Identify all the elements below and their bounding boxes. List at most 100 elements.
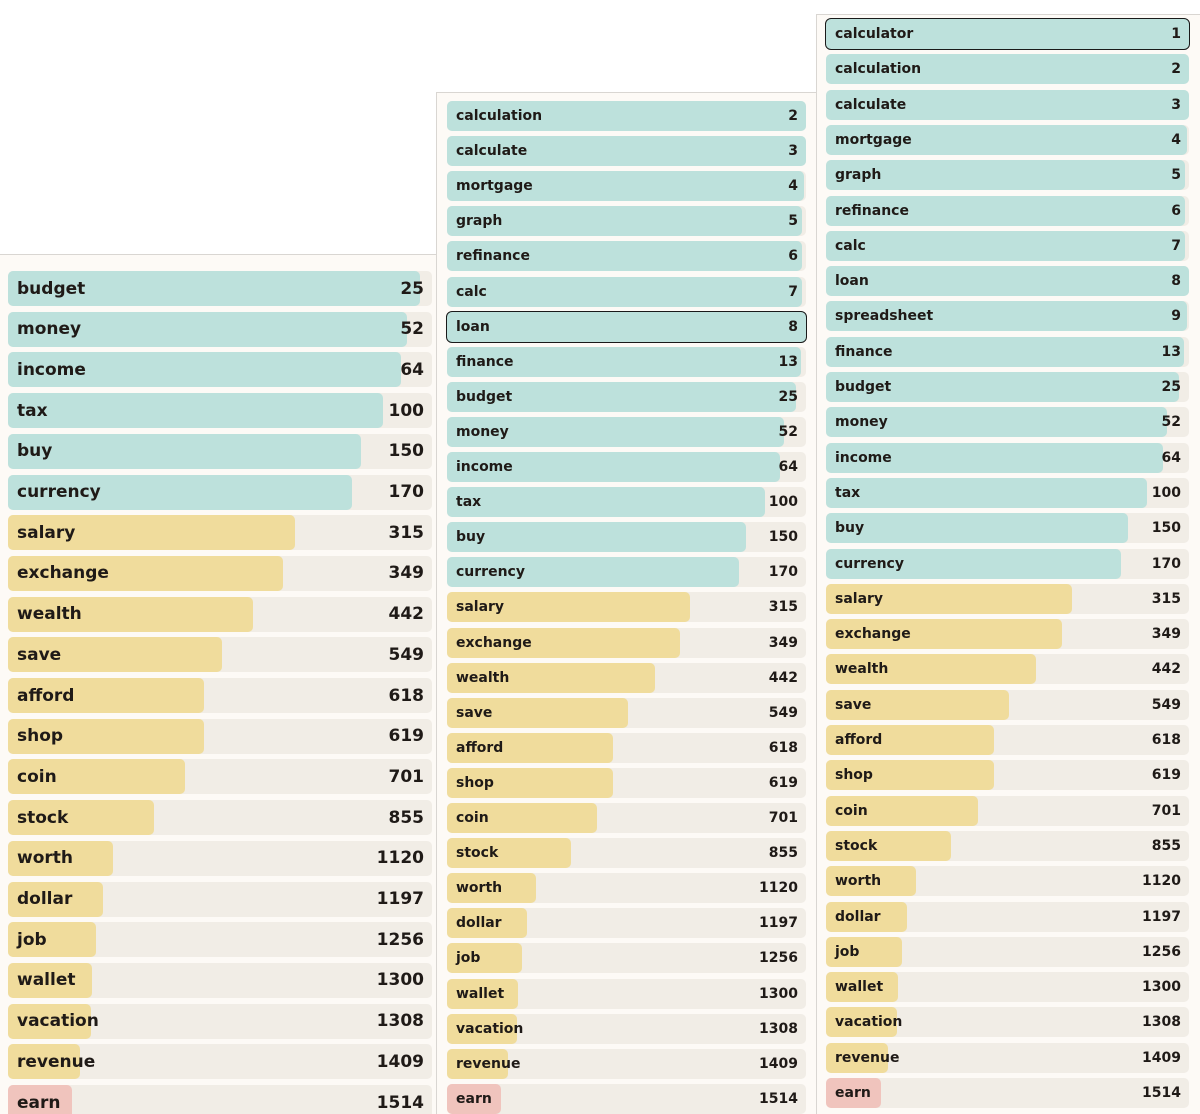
guess-row-budget[interactable]: budget 25 [826, 372, 1189, 402]
guess-row-revenue[interactable]: revenue 1409 [8, 1044, 432, 1080]
guess-row-wallet[interactable]: wallet 1300 [826, 972, 1189, 1003]
guess-row-coin[interactable]: coin 701 [8, 759, 432, 795]
guess-row-save[interactable]: save 549 [8, 637, 432, 673]
guess-row-job[interactable]: job 1256 [447, 943, 806, 974]
guess-rank: 619 [768, 774, 798, 791]
closeness-bar [8, 311, 407, 347]
guess-row-tax[interactable]: tax 100 [8, 393, 432, 429]
guess-row-salary[interactable]: salary 315 [8, 515, 432, 551]
guess-row-refinance[interactable]: refinance 6 [447, 241, 806, 272]
guess-row-save[interactable]: save 549 [826, 689, 1189, 720]
guess-row-worth[interactable]: worth 1120 [8, 840, 432, 876]
guess-row-finance[interactable]: finance 13 [826, 336, 1189, 367]
guess-row-vacation[interactable]: vacation 1308 [826, 1007, 1189, 1038]
guess-row-stock[interactable]: stock 855 [8, 800, 432, 836]
guess-row-exchange[interactable]: exchange 349 [8, 555, 432, 591]
guess-row-calc[interactable]: calc 7 [826, 230, 1189, 261]
guess-rank: 7 [1171, 237, 1181, 254]
guess-row-shop[interactable]: shop 619 [8, 718, 432, 754]
guess-row-graph[interactable]: graph 5 [826, 160, 1189, 191]
guess-rank: 52 [400, 319, 424, 340]
guess-word: vacation [456, 1020, 524, 1037]
guess-row-calculate[interactable]: calculate 3 [447, 136, 806, 167]
guess-row-mortgage[interactable]: mortgage 4 [447, 171, 806, 202]
guess-row-budget[interactable]: budget 25 [8, 271, 432, 306]
guess-row-dollar[interactable]: dollar 1197 [826, 901, 1189, 932]
guess-row-dollar[interactable]: dollar 1197 [447, 908, 806, 939]
guess-row-save[interactable]: save 549 [447, 697, 806, 728]
guess-row-calculator[interactable]: calculator 1 [825, 18, 1190, 50]
guess-word: stock [456, 845, 499, 862]
guess-row-currency[interactable]: currency 170 [826, 548, 1189, 579]
guess-row-dollar[interactable]: dollar 1197 [8, 881, 432, 917]
closeness-bar [447, 1048, 509, 1079]
guess-row-graph[interactable]: graph 5 [447, 206, 806, 237]
guess-row-coin[interactable]: coin 701 [826, 795, 1189, 826]
guess-row-buy[interactable]: buy 150 [447, 522, 806, 553]
guess-row-budget[interactable]: budget 25 [447, 381, 806, 412]
guess-word: wealth [17, 604, 82, 625]
guess-row-tax[interactable]: tax 100 [447, 487, 806, 518]
guess-row-revenue[interactable]: revenue 1409 [447, 1048, 806, 1079]
guess-rank: 170 [388, 482, 425, 502]
guess-row-afford[interactable]: afford 618 [447, 732, 806, 763]
guess-row-wealth[interactable]: wealth 442 [826, 654, 1189, 685]
guess-row-spreadsheet[interactable]: spreadsheet 9 [826, 301, 1189, 332]
guess-row-coin[interactable]: coin 701 [447, 803, 806, 833]
closeness-bar [447, 311, 806, 342]
guess-row-stock[interactable]: stock 855 [826, 830, 1189, 861]
guess-row-shop[interactable]: shop 619 [447, 767, 806, 798]
guess-word: refinance [456, 248, 530, 265]
guess-row-exchange[interactable]: exchange 349 [826, 619, 1189, 650]
guess-row-money[interactable]: money 52 [447, 416, 806, 447]
guess-row-earn[interactable]: earn 1514 [447, 1083, 806, 1114]
guess-rank: 1120 [1142, 873, 1181, 890]
guess-word: exchange [17, 563, 109, 584]
guess-row-afford[interactable]: afford 618 [8, 678, 432, 713]
guess-row-wealth[interactable]: wealth 442 [447, 662, 806, 693]
guess-row-mortgage[interactable]: mortgage 4 [826, 124, 1189, 155]
guess-row-worth[interactable]: worth 1120 [826, 866, 1189, 897]
guess-row-money[interactable]: money 52 [826, 407, 1189, 438]
guess-row-shop[interactable]: shop 619 [826, 760, 1189, 791]
guess-row-salary[interactable]: salary 315 [447, 592, 806, 623]
guess-row-loan[interactable]: loan 8 [446, 310, 807, 343]
closeness-bar [826, 230, 1186, 261]
guess-row-job[interactable]: job 1256 [826, 936, 1189, 967]
guess-row-income[interactable]: income 64 [447, 452, 806, 482]
guess-row-income[interactable]: income 64 [8, 352, 432, 388]
guess-row-tax[interactable]: tax 100 [826, 477, 1189, 508]
guess-row-revenue[interactable]: revenue 1409 [826, 1042, 1189, 1073]
guess-row-wealth[interactable]: wealth 442 [8, 596, 432, 632]
guess-row-afford[interactable]: afford 618 [826, 725, 1189, 755]
guess-row-salary[interactable]: salary 315 [826, 583, 1189, 614]
guess-rank: 100 [768, 494, 798, 511]
guess-row-money[interactable]: money 52 [8, 311, 432, 347]
closeness-bar [8, 1044, 81, 1080]
guess-row-job[interactable]: job 1256 [8, 922, 432, 958]
guess-row-buy[interactable]: buy 150 [826, 513, 1189, 544]
guess-row-finance[interactable]: finance 13 [447, 346, 806, 377]
guess-row-wallet[interactable]: wallet 1300 [8, 962, 432, 998]
guess-row-earn[interactable]: earn 1514 [8, 1085, 432, 1114]
guess-row-buy[interactable]: buy 150 [8, 433, 432, 469]
guess-row-currency[interactable]: currency 170 [447, 557, 806, 588]
guess-row-worth[interactable]: worth 1120 [447, 873, 806, 904]
guess-row-wallet[interactable]: wallet 1300 [447, 978, 806, 1009]
guess-row-stock[interactable]: stock 855 [447, 838, 806, 869]
guess-row-vacation[interactable]: vacation 1308 [8, 1003, 432, 1039]
guess-row-earn[interactable]: earn 1514 [826, 1078, 1189, 1108]
guess-row-vacation[interactable]: vacation 1308 [447, 1013, 806, 1044]
guess-row-loan[interactable]: loan 8 [826, 266, 1189, 297]
guess-row-refinance[interactable]: refinance 6 [826, 195, 1189, 226]
guess-row-currency[interactable]: currency 170 [8, 474, 432, 510]
guess-row-income[interactable]: income 64 [826, 442, 1189, 473]
closeness-bar [826, 725, 994, 755]
guess-row-calculate[interactable]: calculate 3 [826, 89, 1189, 120]
guess-row-calculation[interactable]: calculation 2 [826, 54, 1189, 85]
guess-row-exchange[interactable]: exchange 349 [447, 627, 806, 658]
guess-word: tax [17, 400, 48, 421]
guess-row-calc[interactable]: calc 7 [447, 276, 806, 307]
closeness-bar [826, 654, 1036, 685]
guess-row-calculation[interactable]: calculation 2 [447, 101, 806, 131]
